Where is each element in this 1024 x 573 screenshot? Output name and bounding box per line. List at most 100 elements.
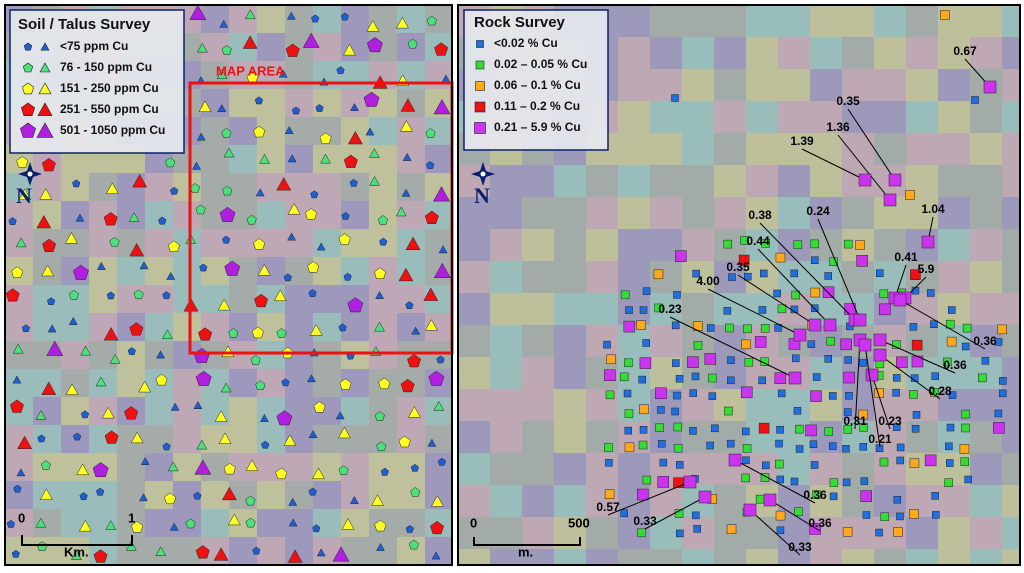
anomaly-cell [682, 197, 714, 229]
anomaly-cell [285, 369, 313, 397]
talus-sample [221, 486, 237, 501]
anomaly-cell [586, 293, 618, 325]
soil-sample [131, 521, 144, 533]
rock-sample [971, 96, 979, 104]
anomaly-cell [938, 517, 970, 549]
rock-sample [673, 477, 684, 488]
anomaly-cell [117, 453, 145, 481]
anomaly-cell [938, 133, 970, 165]
anomaly-cell [425, 453, 452, 481]
rock-sample [775, 439, 783, 448]
talus-sample [68, 316, 78, 325]
talus-sample [287, 154, 297, 163]
anomaly-cell [554, 389, 586, 421]
talus-sample [96, 261, 106, 270]
talus-sample [78, 519, 92, 532]
talus-sample [105, 520, 117, 530]
anomaly-cell [746, 197, 778, 229]
anomaly-cell [117, 201, 145, 229]
talus-sample [140, 457, 150, 465]
talus-sample [194, 459, 212, 475]
talus-sample [189, 5, 207, 20]
anomaly-cell [714, 101, 746, 133]
soil-sample [158, 216, 167, 225]
soil-sample [106, 291, 115, 300]
rock-legend [463, 9, 609, 151]
talus-sample [193, 401, 203, 409]
rock-sample [809, 440, 818, 448]
rock-samples [603, 10, 1007, 538]
rock-sample [675, 375, 684, 383]
talus-sample [288, 497, 298, 506]
anomaly-cell [906, 101, 938, 133]
rock-sample [892, 423, 901, 431]
legend-label: <75 ppm Cu [60, 39, 128, 53]
callout-leader [871, 374, 891, 430]
rock-sample [896, 356, 908, 369]
anomaly-cell [714, 5, 746, 37]
talus-sample [70, 550, 82, 561]
anomaly-cell [682, 37, 714, 69]
rock-sample [959, 444, 970, 454]
soil-sample [343, 154, 358, 168]
anomaly-cell [938, 197, 970, 229]
rock-sample [961, 423, 970, 433]
anomaly-cell [5, 537, 33, 565]
rock-sample [724, 406, 733, 416]
callout-leader [607, 481, 691, 516]
talus-sample [431, 551, 441, 560]
anomaly-cell [650, 37, 682, 69]
rock-sample [993, 422, 1005, 434]
anomaly-cell [201, 173, 229, 201]
talus-sample [220, 382, 232, 393]
rock-sample [654, 303, 663, 313]
rock-sample [811, 256, 819, 264]
talus-sample [302, 32, 320, 48]
anomaly-cell [425, 425, 452, 453]
rock-sample [706, 441, 714, 450]
soil-sample [283, 273, 292, 282]
anomaly-cell [145, 453, 173, 481]
talus-sample [257, 263, 271, 276]
anomaly-cell [970, 133, 1002, 165]
anomaly-cell [618, 5, 650, 37]
anomaly-cell [938, 165, 970, 197]
anomaly-cell [938, 69, 970, 101]
anomaly-cell [313, 173, 341, 201]
anomaly-cell [650, 197, 682, 229]
soil-sample [96, 487, 105, 496]
rock-sample [673, 422, 683, 432]
soil-sample [11, 266, 24, 278]
rock-sample [673, 391, 681, 400]
anomaly-cell [586, 197, 618, 229]
anomaly-cell [341, 33, 369, 61]
rock-sample [619, 372, 629, 382]
anomaly-cell [650, 549, 682, 565]
anomaly-cell [778, 549, 810, 565]
anomaly-cell [906, 37, 938, 69]
anomaly-cell [522, 357, 554, 389]
rock-sample [655, 423, 664, 433]
anomaly-cell [458, 197, 490, 229]
callout-label: 0.33 [788, 540, 812, 554]
anomaly-cell [313, 257, 341, 285]
rock-sample [636, 488, 649, 501]
rock-sample [693, 341, 703, 350]
callout-leader [864, 344, 881, 448]
anomaly-cell [285, 145, 313, 173]
anomaly-cell [522, 549, 554, 565]
soil-sample [376, 441, 387, 452]
rock-sample [879, 303, 891, 316]
rock-sample [843, 371, 855, 384]
talus-sample [139, 493, 148, 502]
talus-sample [170, 402, 180, 411]
rock-sample [777, 389, 786, 398]
soil-sample [185, 518, 196, 529]
talus-sample [95, 376, 107, 387]
anomaly-cell [397, 397, 425, 425]
anomaly-cell [522, 517, 554, 549]
scale-end: 500 [568, 515, 590, 530]
anomaly-cell [810, 485, 842, 517]
legend-label: 0.06 – 0.1 % Cu [494, 78, 581, 92]
callout-label: 0.67 [953, 44, 977, 58]
